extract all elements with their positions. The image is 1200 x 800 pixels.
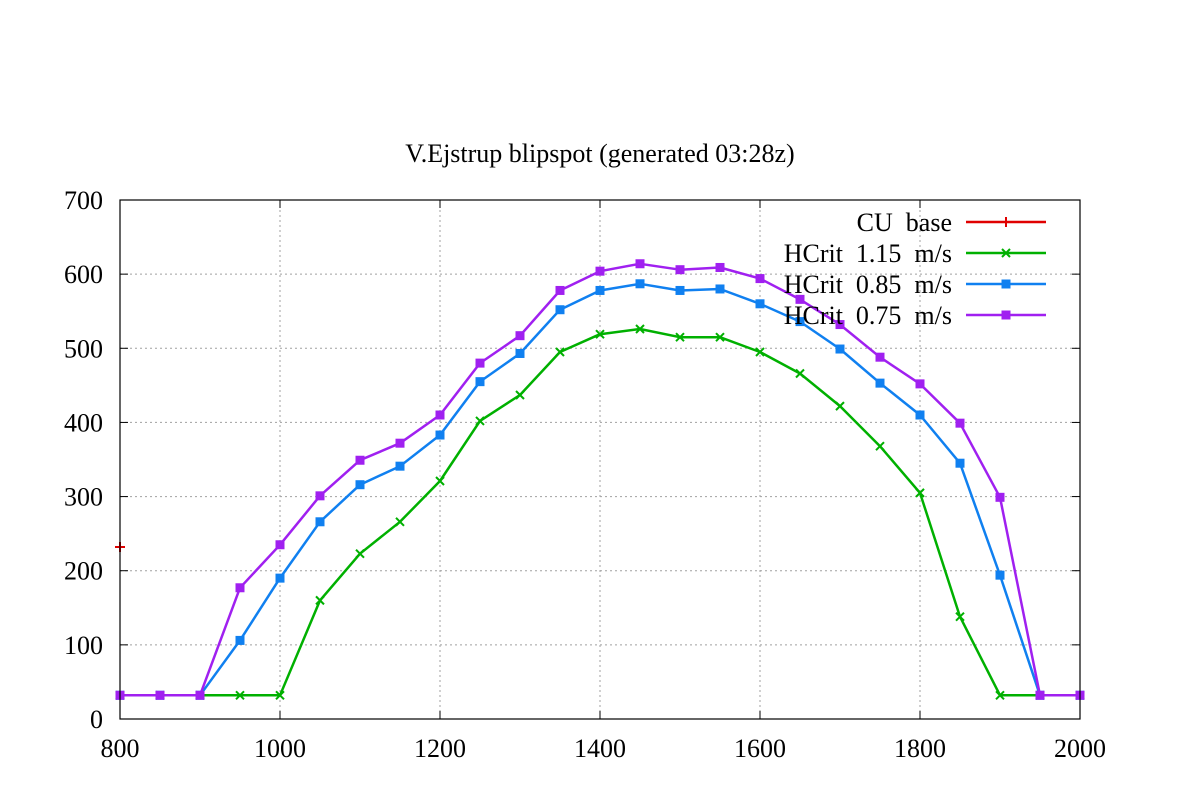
data-point xyxy=(715,332,725,342)
x-tick-label: 1200 xyxy=(414,734,466,763)
legend-label: HCrit 0.75 m/s xyxy=(784,301,952,330)
data-point xyxy=(555,347,565,357)
legend-entry: CU base xyxy=(857,208,1046,237)
data-point xyxy=(315,595,325,606)
data-point xyxy=(355,548,365,559)
legend-label: HCrit 0.85 m/s xyxy=(784,270,952,299)
y-tick-label: 300 xyxy=(64,483,103,512)
data-point xyxy=(1035,690,1045,700)
y-tick-label: 500 xyxy=(64,334,103,363)
data-point xyxy=(675,285,685,295)
x-tick-label: 1600 xyxy=(734,734,786,763)
data-point xyxy=(515,390,525,400)
chart-title: V.Ejstrup blipspot (generated 03:28z) xyxy=(405,139,794,168)
data-point xyxy=(315,517,325,527)
y-tick-label: 400 xyxy=(64,408,103,437)
x-tick-label: 1800 xyxy=(894,734,946,763)
data-point xyxy=(955,458,965,468)
data-point xyxy=(475,358,485,368)
data-point xyxy=(595,266,605,276)
data-point xyxy=(555,285,565,295)
data-point xyxy=(475,416,485,426)
data-point xyxy=(875,378,885,388)
data-point xyxy=(595,329,605,339)
data-point xyxy=(835,401,845,411)
series-layer xyxy=(115,259,1085,700)
x-tick-label: 800 xyxy=(101,734,140,763)
data-point xyxy=(435,410,445,420)
data-point xyxy=(995,570,1005,580)
data-point xyxy=(635,259,645,269)
data-point xyxy=(755,274,765,284)
data-point xyxy=(235,635,245,645)
y-tick-label: 0 xyxy=(90,705,103,734)
data-point xyxy=(955,611,965,622)
legend-entry: HCrit 0.75 m/s xyxy=(784,301,1046,330)
data-point xyxy=(195,690,205,700)
data-point xyxy=(915,488,925,498)
data-point xyxy=(995,690,1005,700)
data-point xyxy=(315,491,325,501)
data-point xyxy=(955,418,965,428)
data-point xyxy=(795,294,805,304)
data-point xyxy=(915,379,925,389)
data-point xyxy=(875,352,885,362)
x-tick-label: 2000 xyxy=(1054,734,1106,763)
legend-entry: HCrit 0.85 m/s xyxy=(784,270,1046,299)
legend-label: HCrit 1.15 m/s xyxy=(784,239,952,268)
data-point xyxy=(155,690,165,700)
data-point xyxy=(475,377,485,387)
data-point xyxy=(515,348,525,358)
data-point xyxy=(755,299,765,309)
y-tick-label: 100 xyxy=(64,631,103,660)
data-point xyxy=(515,331,525,341)
data-point xyxy=(355,455,365,465)
data-point xyxy=(795,368,805,379)
x-tick-label: 1000 xyxy=(254,734,306,763)
data-point xyxy=(635,279,645,289)
data-point xyxy=(435,476,445,486)
data-point xyxy=(555,305,565,315)
data-point xyxy=(355,480,365,490)
y-tick-label: 700 xyxy=(64,186,103,215)
data-point xyxy=(235,690,245,700)
data-point xyxy=(275,540,285,550)
data-point xyxy=(995,492,1005,502)
data-point xyxy=(795,317,805,327)
data-point xyxy=(915,410,925,420)
legend-swatch-marker xyxy=(1001,248,1011,258)
data-point xyxy=(275,573,285,583)
data-point xyxy=(875,441,885,451)
data-point xyxy=(275,690,285,700)
x-tick-label: 1400 xyxy=(574,734,626,763)
legend-swatch-marker xyxy=(1001,217,1011,227)
data-point xyxy=(675,265,685,275)
data-point xyxy=(675,332,685,342)
legend-swatch-marker xyxy=(1001,279,1011,289)
data-point xyxy=(235,583,245,593)
data-point xyxy=(595,285,605,295)
data-point xyxy=(435,430,445,440)
y-tick-label: 600 xyxy=(64,260,103,289)
data-point xyxy=(755,347,765,357)
legend-swatch-marker xyxy=(1001,310,1011,320)
data-point xyxy=(715,284,725,294)
data-point xyxy=(635,324,645,334)
axes: 800 1000 1200 1400 1600 1800 2000 0 100 200 300 400… xyxy=(64,186,1106,763)
data-point xyxy=(835,344,845,354)
data-point xyxy=(395,517,405,527)
legend-label: CU base xyxy=(857,208,952,237)
legend-entry: HCrit 1.15 m/s xyxy=(784,239,1046,268)
data-point xyxy=(835,320,845,330)
y-tick-label: 200 xyxy=(64,557,103,586)
data-point xyxy=(395,438,405,448)
data-point xyxy=(395,461,405,471)
data-point xyxy=(715,262,725,272)
